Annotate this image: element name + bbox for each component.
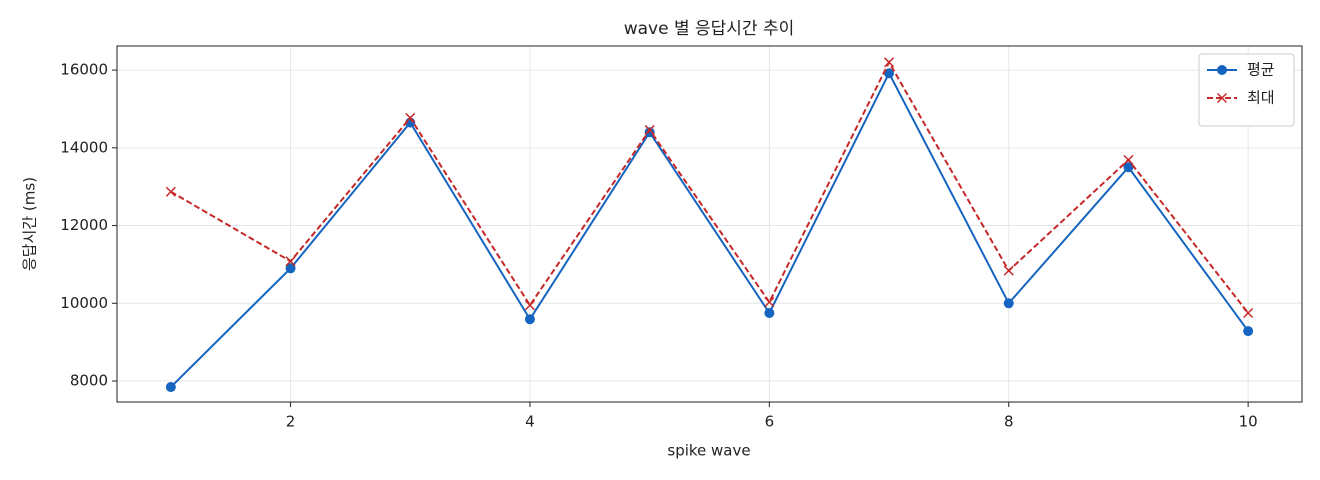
y-tick-label: 16000 <box>60 61 108 79</box>
point <box>165 186 176 197</box>
point <box>1003 265 1014 276</box>
point <box>1123 154 1134 165</box>
x-tick-label: 10 <box>1239 413 1258 431</box>
point <box>1243 307 1254 319</box>
point <box>285 263 296 274</box>
point <box>524 314 535 325</box>
series-line <box>170 60 1249 314</box>
legend-label: 평균 <box>1247 61 1275 79</box>
point <box>644 124 655 135</box>
y-tick-label: 10000 <box>60 294 108 312</box>
point <box>165 382 176 393</box>
y-tick-label: 8000 <box>70 372 108 390</box>
legend-label: 최대 <box>1247 89 1275 107</box>
point <box>884 57 895 68</box>
point <box>884 68 895 79</box>
point <box>524 300 535 311</box>
x-axis-label: spike wave <box>667 442 750 460</box>
series-line <box>170 71 1249 388</box>
chart-title: wave 별 응답시간 추이 <box>624 19 795 39</box>
point <box>1243 326 1254 337</box>
x-tick-label: 8 <box>1004 413 1014 431</box>
y-axis-label: 응답시간 (ms) <box>21 177 39 271</box>
point <box>764 297 775 308</box>
y-tick-label: 14000 <box>60 138 108 156</box>
point <box>1003 298 1014 309</box>
point <box>764 308 775 318</box>
point <box>285 256 296 267</box>
legend-marker <box>1216 92 1228 104</box>
x-tick-label: 2 <box>286 413 296 431</box>
y-tick-label: 12000 <box>60 216 108 234</box>
point <box>405 112 416 123</box>
plot-frame <box>116 45 1303 403</box>
x-tick-label: 4 <box>525 413 535 431</box>
legend-marker <box>1217 65 1227 75</box>
x-tick-label: 6 <box>765 413 775 431</box>
point <box>1123 162 1134 173</box>
